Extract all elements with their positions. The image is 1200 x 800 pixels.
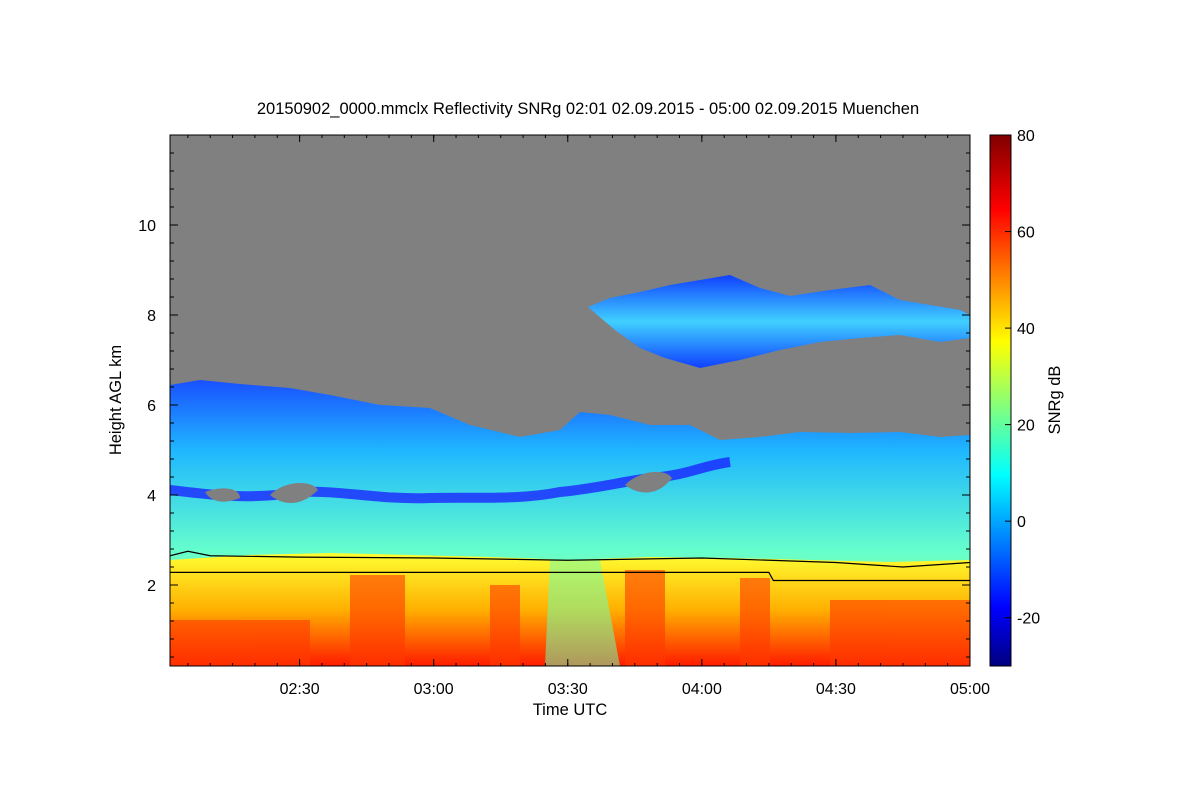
colorbar-tick-label: 80 [1017, 128, 1035, 145]
colorbar-tick-label: 0 [1017, 514, 1026, 531]
echo-gap-3 [625, 471, 672, 493]
x-axis: 02:30 03:00 03:30 04:00 04:30 05:00 [187, 135, 990, 698]
x-axis-label: Time UTC [533, 701, 608, 719]
colorbar [989, 134, 1012, 667]
y-tick-label: 4 [147, 488, 156, 505]
colorbar-ticks: -20 0 20 40 60 80 [1005, 128, 1040, 628]
colorbar-tick-label: 40 [1017, 321, 1035, 338]
y-axis-label: Height AGL km [107, 345, 125, 455]
colorbar-label: SNRg dB [1046, 366, 1064, 435]
reflectivity-field [170, 275, 970, 666]
y-tick-label: 6 [147, 398, 156, 415]
echo-gap-2 [270, 483, 318, 504]
y-axis: 2 4 6 8 10 [138, 152, 970, 658]
echo-layer-cirrus [588, 275, 970, 368]
boundary-line-1 [170, 550, 970, 568]
x-tick-label: 05:00 [950, 681, 990, 698]
y-tick-label: 10 [138, 218, 156, 235]
x-tick-label: 02:30 [280, 681, 320, 698]
x-tick-label: 04:00 [682, 681, 722, 698]
echo-weak-column [545, 560, 620, 666]
echo-gap-1 [205, 488, 240, 502]
echo-strong-streaks [170, 570, 970, 666]
boundary-line-2 [170, 571, 970, 582]
y-tick-label: 8 [147, 308, 156, 325]
colorbar-tick-label: 20 [1017, 418, 1035, 435]
plot-frame [169, 134, 971, 667]
colorbar-tick-label: 60 [1017, 225, 1035, 242]
colorbar-tick-label: -20 [1017, 611, 1040, 628]
chart-title: 20150902_0000.mmclx Reflectivity SNRg 02… [257, 100, 919, 118]
x-tick-label: 03:00 [414, 681, 454, 698]
x-tick-label: 03:30 [548, 681, 588, 698]
y-tick-label: 2 [147, 578, 156, 595]
x-tick-label: 04:30 [816, 681, 856, 698]
